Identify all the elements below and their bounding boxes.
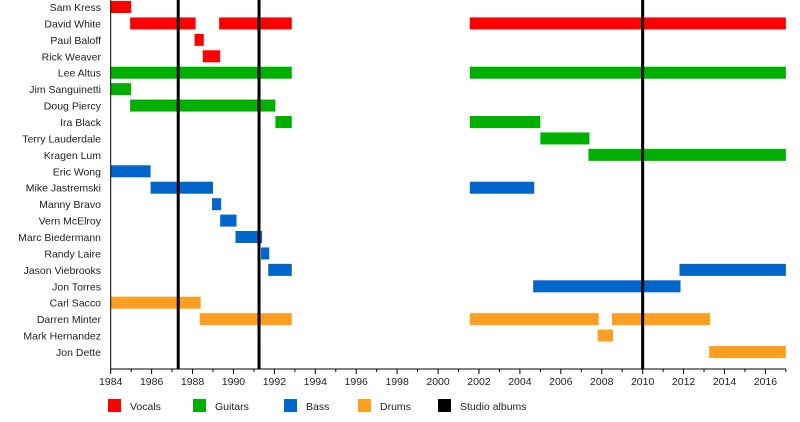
bar-ira-black-2 — [469, 116, 541, 129]
bar-jim-sanguinetti-1 — [110, 83, 132, 96]
bar-mark-hernandez-1 — [597, 329, 613, 342]
x-tick-label: 2008 — [590, 376, 614, 388]
member-label: Ira Black — [60, 117, 102, 129]
legend-swatch-vocals — [108, 399, 121, 412]
bar-lee-altus-2 — [469, 66, 786, 79]
member-label: Carl Sacco — [50, 298, 102, 310]
legend-label-vocals: Vocals — [130, 401, 161, 413]
bar-rick-weaver-1 — [202, 50, 221, 63]
bar-david-white-1 — [130, 17, 196, 30]
bar-eric-wong-1 — [110, 165, 151, 178]
bar-terry-lauderdale-1 — [540, 132, 590, 145]
x-tick-label: 1996 — [345, 376, 369, 388]
bar-doug-piercy-1 — [130, 99, 276, 112]
member-label: Mark Hernandez — [23, 331, 101, 343]
member-label: Rick Weaver — [42, 51, 102, 63]
bar-david-white-3 — [469, 17, 786, 30]
member-label: Lee Altus — [58, 68, 101, 80]
member-label: Manny Bravo — [39, 199, 101, 211]
member-label: Terry Lauderdale — [22, 133, 101, 145]
bar-darren-minter-2 — [469, 313, 599, 326]
x-tick-label: 1992 — [263, 376, 287, 388]
legend-label-drums: Drums — [380, 401, 411, 413]
bar-paul-baloff-1 — [194, 33, 204, 46]
bar-marc-biedermann-1 — [235, 231, 263, 244]
bar-darren-minter-1 — [199, 313, 292, 326]
bar-jason-viebrooks-1 — [268, 263, 292, 276]
member-label: Kragen Lum — [44, 150, 101, 162]
bar-jason-viebrooks-2 — [679, 263, 786, 276]
bar-vern-mcelroy-1 — [220, 214, 237, 227]
bar-mike-jastremski-2 — [469, 181, 535, 194]
studio-album-lines — [176, 0, 645, 369]
member-label: Randy Laire — [44, 248, 101, 260]
member-label: Sam Kress — [50, 2, 101, 14]
legend-swatch-bass — [284, 399, 297, 412]
legend-swatch-albums — [438, 399, 451, 412]
bar-carl-sacco-1 — [110, 296, 201, 309]
bar-randy-laire-1 — [261, 247, 270, 260]
bar-jon-dette-1 — [709, 346, 786, 359]
x-tick-label: 1984 — [99, 376, 123, 388]
member-label: David White — [44, 18, 101, 30]
member-label: Jon Torres — [52, 281, 101, 293]
member-label: Jon Dette — [56, 347, 101, 359]
member-label: Vern McElroy — [39, 216, 102, 228]
x-tick-label: 2016 — [754, 376, 778, 388]
bar-lee-altus-1 — [110, 66, 292, 79]
x-tick-label: 2004 — [508, 376, 532, 388]
x-tick-label: 2014 — [713, 376, 737, 388]
x-tick-label: 1998 — [385, 376, 409, 388]
legend: Vocals Guitars Bass Drums Studio albums — [108, 399, 527, 413]
legend-label-albums: Studio albums — [460, 401, 527, 413]
x-tick-label: 2000 — [426, 376, 450, 388]
bar-darren-minter-3 — [611, 313, 711, 326]
x-tick-label: 2012 — [672, 376, 696, 388]
x-tick-label: 1988 — [181, 376, 205, 388]
bar-jon-torres-1 — [533, 280, 681, 293]
member-label: Eric Wong — [53, 166, 101, 178]
x-tick-label: 2010 — [631, 376, 655, 388]
bar-sam-kress-1 — [110, 1, 132, 13]
bar-david-white-2 — [219, 17, 292, 30]
member-label: Darren Minter — [37, 314, 102, 326]
bar-manny-bravo-1 — [211, 198, 222, 211]
member-label: Mike Jastremski — [26, 183, 101, 195]
bar-mike-jastremski-1 — [150, 181, 213, 194]
x-tick-label: 2002 — [467, 376, 491, 388]
x-axis: 1984 1986 1988 1990 1992 1994 1996 1998 2000 2002… — [99, 0, 787, 388]
legend-label-bass: Bass — [306, 401, 329, 413]
member-bars — [110, 1, 786, 359]
member-label: Paul Baloff — [50, 35, 101, 47]
x-tick-label: 2006 — [549, 376, 573, 388]
member-labels: Sam Kress David White Paul Baloff Rick Weav… — [18, 2, 102, 359]
member-label: Marc Biedermann — [18, 232, 101, 244]
x-tick-label: 1994 — [304, 376, 328, 388]
legend-swatch-guitars — [193, 399, 206, 412]
bar-ira-black-1 — [275, 116, 292, 129]
member-label: Jason Viebrooks — [24, 265, 101, 277]
member-label: Doug Piercy — [44, 101, 102, 113]
x-tick-label: 1986 — [140, 376, 164, 388]
x-tick-label: 1990 — [222, 376, 246, 388]
legend-label-guitars: Guitars — [215, 401, 249, 413]
bar-kragen-lum-1 — [588, 148, 786, 161]
legend-swatch-drums — [358, 399, 371, 412]
member-label: Jim Sanguinetti — [29, 84, 101, 96]
